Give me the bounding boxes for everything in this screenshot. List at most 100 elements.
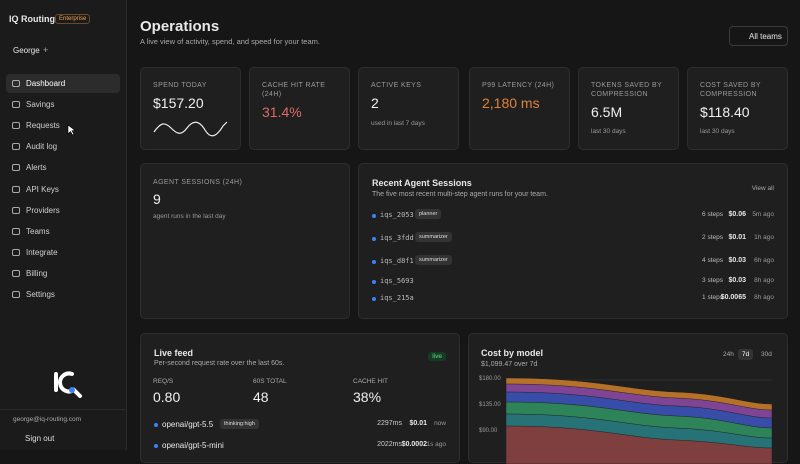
- stat-card: Cost saved by compression $118.40 last 30 …: [687, 67, 788, 150]
- nav-item[interactable]: Teams: [6, 222, 120, 241]
- nav-item[interactable]: Dashboard: [6, 74, 120, 93]
- nav-item[interactable]: API Keys: [6, 180, 120, 199]
- status-dot: [372, 297, 376, 301]
- session-steps: 2 steps: [702, 234, 723, 241]
- feed-stat-value: 0.80: [153, 389, 181, 405]
- status-dot: [372, 237, 376, 241]
- cost-subtitle: $1,099.47 over 7d: [481, 361, 538, 368]
- stat-card: Active keys 2 used in last 7 days: [358, 67, 459, 150]
- page-subtitle: A live view of activity, spend, and spee…: [140, 37, 320, 46]
- session-row[interactable]: iqs_5693 3 steps $0.03 8h ago: [359, 277, 787, 289]
- nav-item[interactable]: Audit log: [6, 137, 120, 156]
- stat-note: used in last 7 days: [371, 120, 425, 127]
- stat-note: last 30 days: [591, 128, 626, 135]
- range-tab[interactable]: 24h: [723, 351, 734, 358]
- session-time: 1h ago: [754, 234, 774, 241]
- range-tab[interactable]: 7d: [738, 349, 754, 360]
- session-row[interactable]: iqs_2053 planner 6 steps $0.06 5m ago: [359, 209, 787, 223]
- stat-card: Tokens saved by compression 6.5M last 30 d…: [578, 67, 679, 150]
- sign-out[interactable]: Sign out: [25, 434, 55, 443]
- agent-value: 9: [153, 191, 161, 207]
- feed-tag: thinking:high: [220, 419, 259, 429]
- axis-label: $90.00: [479, 428, 498, 434]
- status-dot: [372, 214, 376, 218]
- agent-label: Agent sessions (24h): [153, 179, 243, 186]
- recent-sessions-card: Recent Agent Sessions The five most recen…: [358, 163, 788, 319]
- divider: [0, 409, 127, 410]
- stat-card: Cache hit rate (24h) 31.4%: [249, 67, 350, 150]
- feed-row: openai/gpt-5-mini 2022ms $0.0002 1s ago: [141, 441, 459, 453]
- session-cost: $0.06: [728, 211, 746, 218]
- nav-icon: [12, 248, 20, 256]
- nav-item[interactable]: Settings: [6, 285, 120, 304]
- stat-value: $118.40: [700, 104, 750, 120]
- team-button[interactable]: All teams: [729, 26, 788, 46]
- nav-icon: [12, 164, 20, 172]
- session-id: iqs_3fdd: [380, 234, 414, 242]
- stat-card: P99 latency (24h) 2,180 ms: [469, 67, 570, 150]
- feed-time: now: [434, 420, 446, 427]
- sparkline: [153, 121, 228, 137]
- nav-icon: [12, 80, 20, 87]
- live-feed-card: Live feed Per-second request rate over th…: [140, 333, 460, 463]
- brand: IQ Routing: [9, 14, 55, 24]
- nav-icon: [12, 206, 20, 214]
- stat-label: Tokens saved by compression: [591, 82, 662, 98]
- cost-card: Cost by model $1,099.47 over 7d 24h 7d 30d $1…: [468, 333, 788, 464]
- feed-latency: 2022ms: [377, 441, 402, 448]
- view-all[interactable]: View all: [751, 185, 774, 192]
- nav-item[interactable]: Providers: [6, 201, 120, 220]
- status-dot: [372, 280, 376, 284]
- session-tag: planner: [415, 209, 442, 219]
- logo: [54, 371, 82, 398]
- range-tab[interactable]: 30d: [761, 351, 772, 358]
- feed-model: openai/gpt-5-mini: [162, 441, 224, 450]
- stat-value: 31.4%: [262, 104, 302, 120]
- nav-icon: [12, 291, 20, 298]
- feed-cost: $0.01: [409, 420, 427, 427]
- session-row[interactable]: iqs_215a 1 steps $0.0065 8h ago: [359, 294, 787, 306]
- feed-title: Live feed: [154, 348, 194, 358]
- recent-title: Recent Agent Sessions: [372, 178, 472, 188]
- stat-label: Active keys: [371, 82, 422, 89]
- session-time: 5m ago: [752, 211, 774, 218]
- session-steps: 4 steps: [702, 257, 723, 264]
- nav-icon: [12, 101, 20, 109]
- nav-item[interactable]: Integrate: [6, 243, 120, 262]
- session-tag: summarizer: [415, 232, 452, 242]
- stat-value: 2,180 ms: [482, 95, 540, 111]
- nav-item[interactable]: Requests: [6, 116, 120, 135]
- session-steps: 1 steps: [702, 294, 723, 301]
- user-action[interactable]: +: [43, 45, 49, 55]
- stat-value: 2: [371, 95, 379, 111]
- session-row[interactable]: iqs_3fdd summarizer 2 steps $0.01 1h ago: [359, 232, 787, 246]
- feed-stat-value: 38%: [353, 389, 382, 405]
- session-time: 8h ago: [754, 277, 774, 284]
- feed-stat-label: REQ/S: [153, 378, 174, 385]
- agent-note: agent runs in the last day: [153, 213, 226, 220]
- plan-badge: Enterprise: [55, 14, 91, 24]
- user: George: [13, 46, 40, 55]
- feed-cost: $0.0002: [401, 441, 427, 448]
- nav-icon: [12, 122, 20, 130]
- nav-item[interactable]: Alerts: [6, 158, 120, 177]
- nav-item[interactable]: Savings: [6, 95, 120, 114]
- agent-sessions-card: Agent sessions (24h) 9 agent runs in the l…: [140, 163, 350, 319]
- stat-label: Spend today: [153, 82, 207, 89]
- nav-item[interactable]: Billing: [6, 264, 120, 283]
- cost-title: Cost by model: [481, 348, 544, 358]
- status-dot: [372, 260, 376, 264]
- page-title: Operations: [140, 18, 220, 35]
- live-badge: live: [428, 352, 446, 361]
- nav-icon: [12, 185, 20, 193]
- email: george@iq-routing.com: [13, 416, 82, 423]
- feed-stat-label: 60S TOTAL: [253, 378, 287, 385]
- session-row[interactable]: iqs_d8f1 summarizer 4 steps $0.03 6h ago: [359, 255, 787, 269]
- session-cost: $0.0065: [720, 294, 746, 301]
- session-steps: 3 steps: [702, 277, 723, 284]
- feed-subtitle: Per-second request rate over the last 60…: [154, 360, 285, 367]
- stat-label: Cost saved by compression: [700, 82, 761, 98]
- session-id: iqs_2053: [380, 211, 414, 219]
